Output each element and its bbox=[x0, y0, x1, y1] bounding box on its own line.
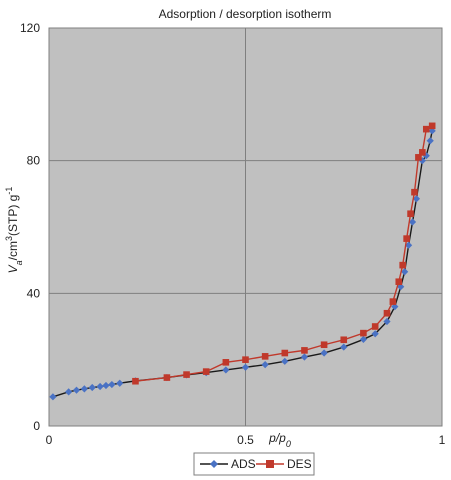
data-point-des bbox=[415, 154, 422, 161]
data-point-ads bbox=[281, 357, 289, 365]
data-point-ads bbox=[80, 385, 88, 393]
data-point-ads bbox=[49, 393, 57, 401]
y-tick-label: 80 bbox=[27, 154, 41, 168]
data-point-des bbox=[395, 278, 403, 286]
data-point-ads bbox=[397, 283, 405, 291]
data-point-ads bbox=[412, 195, 421, 203]
data-point-des bbox=[411, 188, 418, 196]
legend: ADS DES bbox=[193, 452, 315, 476]
data-point-ads bbox=[359, 335, 367, 344]
data-point-des bbox=[183, 371, 190, 378]
y-axis-label: Va/cm3(STP) g-1 bbox=[4, 187, 24, 274]
data-point-des bbox=[383, 309, 391, 317]
data-point-des bbox=[301, 347, 308, 354]
data-point-ads bbox=[422, 152, 430, 160]
data-point-ads bbox=[383, 317, 391, 326]
data-point-des bbox=[371, 323, 379, 330]
data-point-ads bbox=[300, 353, 309, 361]
data-point-ads bbox=[401, 268, 409, 276]
data-point-des bbox=[422, 125, 430, 133]
tick-labels: 0 40 80 120 0 0.5 1 bbox=[20, 21, 446, 447]
y-tick-label: 40 bbox=[27, 286, 41, 300]
data-point-des bbox=[163, 374, 171, 381]
data-point-ads bbox=[371, 330, 379, 338]
data-point-ads bbox=[108, 380, 116, 389]
data-point-des bbox=[281, 349, 289, 357]
data-point-ads bbox=[261, 361, 269, 369]
data-point-des bbox=[261, 353, 269, 360]
chart-title: Adsorption / desorption isotherm bbox=[159, 7, 332, 21]
data-point-des bbox=[202, 368, 210, 375]
data-point-des bbox=[407, 210, 414, 218]
data-point-des bbox=[389, 298, 397, 305]
y-tick-label: 120 bbox=[20, 21, 40, 35]
data-point-des bbox=[320, 341, 328, 349]
data-point-ads bbox=[340, 343, 348, 351]
data-point-ads bbox=[428, 127, 436, 135]
data-point-ads bbox=[72, 386, 81, 394]
data-point-ads bbox=[88, 383, 96, 392]
data-point-ads bbox=[404, 241, 413, 249]
data-point-ads bbox=[102, 381, 110, 390]
series-group bbox=[49, 122, 436, 401]
data-point-ads bbox=[426, 137, 434, 145]
legend-marker-des bbox=[266, 460, 274, 468]
data-point-ads bbox=[65, 388, 73, 396]
data-point-ads bbox=[408, 218, 417, 226]
legend-label-ads: ADS bbox=[231, 457, 256, 471]
data-point-ads bbox=[116, 379, 124, 387]
data-point-des bbox=[242, 356, 249, 363]
x-tick-label: 1 bbox=[439, 433, 446, 447]
data-point-des bbox=[340, 336, 348, 344]
x-tick-label: 0.5 bbox=[237, 433, 254, 447]
data-point-des bbox=[419, 149, 426, 156]
data-point-des bbox=[132, 377, 139, 385]
data-point-ads bbox=[320, 349, 328, 357]
data-point-ads bbox=[391, 303, 399, 311]
data-point-ads bbox=[418, 157, 426, 165]
legend-marker-ads bbox=[210, 460, 218, 468]
data-point-ads bbox=[222, 366, 230, 374]
data-point-des bbox=[428, 122, 436, 130]
legend-box bbox=[193, 452, 315, 476]
data-point-des bbox=[399, 261, 406, 269]
data-point-des bbox=[403, 235, 410, 242]
data-point-des bbox=[360, 329, 367, 337]
y-tick-label: 0 bbox=[33, 419, 40, 433]
data-point-des bbox=[222, 359, 230, 366]
x-tick-label: 0 bbox=[46, 433, 53, 447]
data-point-ads bbox=[241, 363, 250, 371]
x-axis-label: p/p0 bbox=[268, 431, 291, 449]
legend-label-des: DES bbox=[287, 457, 312, 471]
data-point-ads bbox=[96, 382, 104, 391]
